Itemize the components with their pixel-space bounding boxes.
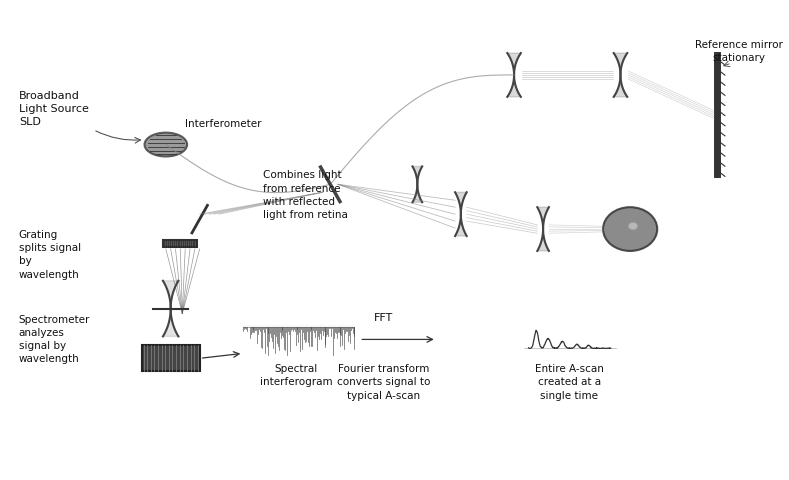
Text: Fourier transform
converts signal to
typical A-scan: Fourier transform converts signal to typ… bbox=[337, 363, 430, 400]
Text: Broadband
Light Source
SLD: Broadband Light Source SLD bbox=[19, 91, 88, 127]
Text: Entire A-scan
created at a
single time: Entire A-scan created at a single time bbox=[535, 363, 604, 400]
Ellipse shape bbox=[603, 208, 657, 252]
Polygon shape bbox=[163, 281, 178, 337]
Text: Spectrometer
analyzes
signal by
wavelength: Spectrometer analyzes signal by waveleng… bbox=[19, 314, 90, 363]
Polygon shape bbox=[614, 54, 627, 97]
Polygon shape bbox=[455, 193, 466, 237]
Text: Interferometer: Interferometer bbox=[185, 119, 262, 128]
Bar bbox=[142, 346, 200, 372]
Polygon shape bbox=[537, 208, 549, 252]
Text: Spectral
interferogram: Spectral interferogram bbox=[260, 363, 333, 387]
Ellipse shape bbox=[144, 133, 187, 157]
Text: FFT: FFT bbox=[374, 312, 393, 322]
Ellipse shape bbox=[628, 223, 638, 230]
Polygon shape bbox=[413, 167, 422, 203]
Text: Combines light
from reference
with reflected
light from retina: Combines light from reference with refle… bbox=[263, 170, 347, 219]
Text: Grating
splits signal
by
wavelength: Grating splits signal by wavelength bbox=[19, 229, 81, 279]
Text: Reference mirror
stationary: Reference mirror stationary bbox=[694, 40, 783, 63]
Polygon shape bbox=[507, 54, 521, 97]
Bar bbox=[163, 241, 197, 248]
